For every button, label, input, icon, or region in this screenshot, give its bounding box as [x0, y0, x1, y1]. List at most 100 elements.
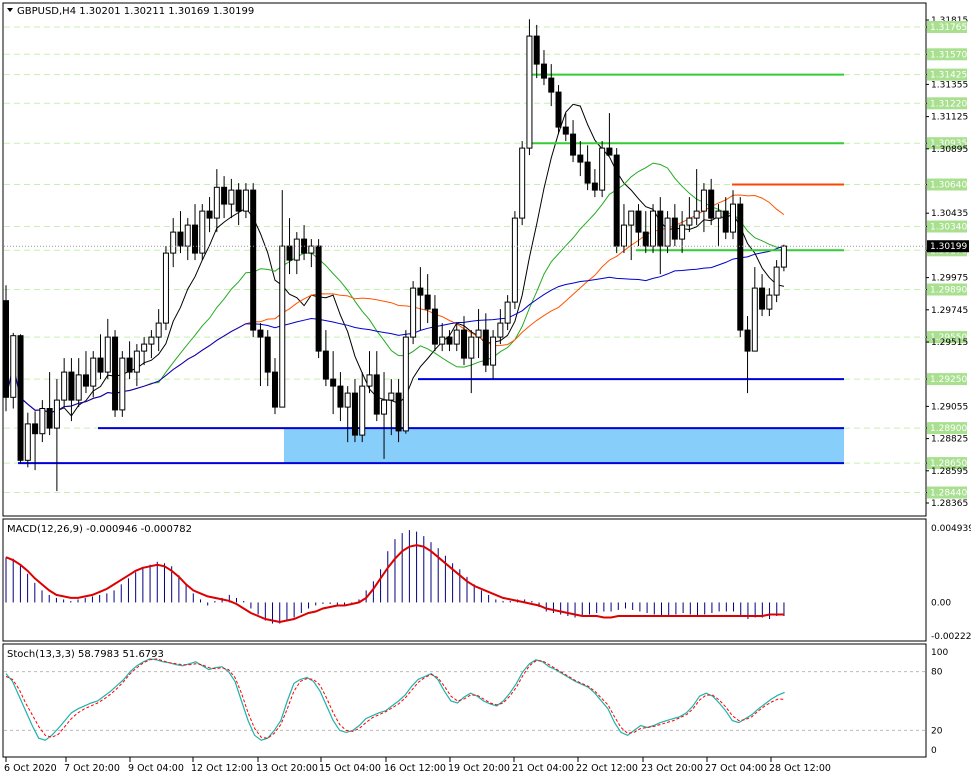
- candle[interactable]: [68, 371, 75, 401]
- candle[interactable]: [548, 77, 555, 93]
- candle[interactable]: [497, 322, 504, 338]
- candle[interactable]: [271, 371, 278, 408]
- candle[interactable]: [133, 350, 140, 373]
- candle[interactable]: [126, 357, 133, 373]
- candle[interactable]: [148, 336, 155, 345]
- candle[interactable]: [686, 217, 693, 226]
- candle[interactable]: [39, 408, 46, 435]
- candle[interactable]: [373, 374, 380, 415]
- candle[interactable]: [490, 336, 497, 366]
- candle[interactable]: [46, 408, 53, 429]
- candle[interactable]: [250, 189, 257, 331]
- candle[interactable]: [468, 336, 475, 359]
- macd-panel[interactable]: 0.004939 0.00 -0.002226: [5, 524, 971, 642]
- candle[interactable]: [322, 350, 329, 380]
- candle[interactable]: [53, 399, 60, 429]
- candle[interactable]: [780, 245, 787, 268]
- candle[interactable]: [591, 182, 598, 191]
- candle[interactable]: [417, 287, 424, 296]
- candle[interactable]: [366, 374, 373, 387]
- candle[interactable]: [279, 245, 286, 408]
- candle[interactable]: [235, 189, 242, 212]
- candle[interactable]: [453, 329, 460, 345]
- candle[interactable]: [162, 252, 169, 324]
- candle[interactable]: [700, 189, 707, 212]
- candle[interactable]: [192, 224, 199, 254]
- candle[interactable]: [693, 210, 700, 219]
- candle[interactable]: [97, 357, 104, 373]
- candle[interactable]: [177, 231, 184, 247]
- candle[interactable]: [10, 335, 17, 398]
- candle[interactable]: [141, 343, 148, 352]
- stoch-panel[interactable]: 100 80 20 0: [4, 648, 948, 756]
- candle[interactable]: [730, 203, 736, 233]
- candle[interactable]: [570, 133, 577, 156]
- price-panel[interactable]: 1.318151.317651.315701.314251.313551.312…: [3, 16, 970, 509]
- candle[interactable]: [330, 378, 337, 387]
- candle[interactable]: [155, 322, 162, 338]
- candle[interactable]: [613, 154, 620, 247]
- candle[interactable]: [242, 189, 249, 212]
- candle[interactable]: [264, 336, 271, 373]
- candle[interactable]: [75, 374, 82, 401]
- candle[interactable]: [599, 147, 606, 191]
- candle[interactable]: [526, 35, 533, 149]
- candle[interactable]: [308, 245, 315, 254]
- candle[interactable]: [184, 224, 191, 247]
- candle[interactable]: [402, 336, 409, 432]
- candle[interactable]: [584, 161, 591, 184]
- candle[interactable]: [61, 371, 68, 401]
- candle[interactable]: [32, 423, 39, 435]
- candle[interactable]: [199, 210, 206, 254]
- candle[interactable]: [286, 245, 293, 261]
- candle[interactable]: [381, 399, 388, 415]
- candle[interactable]: [344, 392, 351, 408]
- candle[interactable]: [104, 336, 111, 373]
- candle[interactable]: [170, 231, 177, 254]
- candle[interactable]: [671, 217, 678, 240]
- candle[interactable]: [112, 336, 119, 411]
- candle[interactable]: [395, 392, 402, 432]
- candle[interactable]: [431, 308, 438, 345]
- candle[interactable]: [708, 189, 715, 219]
- candle[interactable]: [293, 238, 300, 261]
- candle[interactable]: [606, 147, 613, 156]
- candle[interactable]: [555, 91, 562, 128]
- candle[interactable]: [664, 217, 671, 247]
- candle[interactable]: [439, 336, 446, 345]
- triangle-down-icon[interactable]: [7, 8, 13, 12]
- candle[interactable]: [119, 357, 126, 411]
- candle[interactable]: [519, 147, 526, 219]
- candle[interactable]: [744, 329, 751, 352]
- candle[interactable]: [461, 329, 468, 359]
- candle[interactable]: [577, 154, 584, 163]
- candle[interactable]: [475, 329, 482, 338]
- candle[interactable]: [511, 217, 518, 303]
- candle[interactable]: [446, 336, 453, 345]
- candle[interactable]: [410, 287, 417, 338]
- candle[interactable]: [424, 294, 431, 310]
- candle[interactable]: [24, 423, 31, 461]
- candle[interactable]: [206, 210, 213, 219]
- candle[interactable]: [642, 231, 649, 247]
- candle[interactable]: [650, 210, 657, 247]
- candle[interactable]: [773, 266, 780, 296]
- candle[interactable]: [504, 301, 511, 324]
- candle[interactable]: [337, 385, 344, 408]
- candle[interactable]: [562, 126, 569, 135]
- candle[interactable]: [620, 224, 627, 247]
- candle[interactable]: [715, 210, 722, 219]
- candle[interactable]: [90, 357, 97, 387]
- candle[interactable]: [351, 392, 358, 436]
- candle[interactable]: [221, 186, 228, 205]
- candle[interactable]: [737, 203, 744, 331]
- candle[interactable]: [657, 210, 664, 247]
- candle[interactable]: [228, 189, 235, 205]
- candle[interactable]: [359, 385, 366, 436]
- candle[interactable]: [482, 329, 489, 366]
- candle[interactable]: [759, 287, 766, 310]
- candle[interactable]: [533, 35, 540, 65]
- candle[interactable]: [722, 210, 729, 233]
- candle[interactable]: [213, 186, 220, 219]
- candle[interactable]: [540, 63, 547, 79]
